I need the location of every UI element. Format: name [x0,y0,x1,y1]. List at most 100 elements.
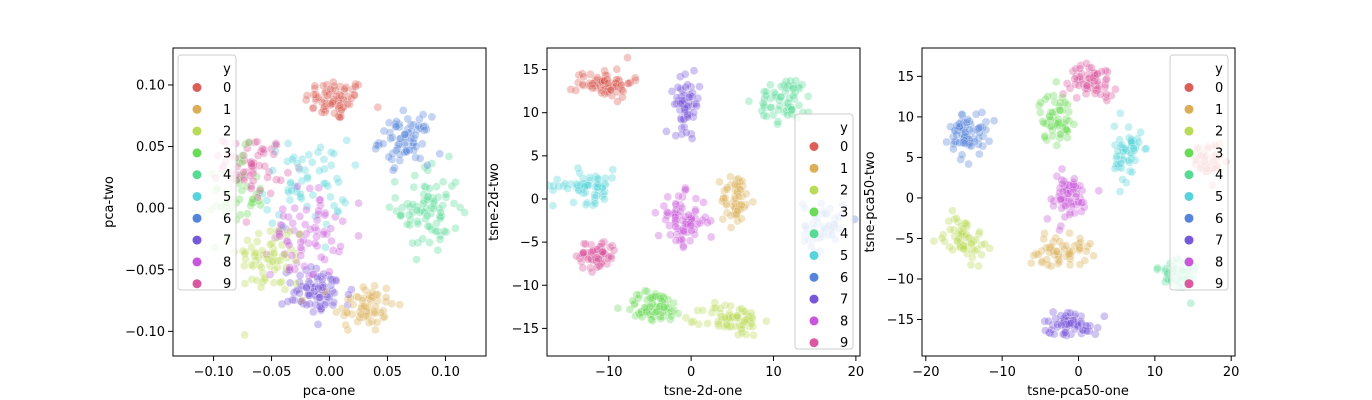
tsne-2d-point-class-2 [687,317,696,327]
tsne-2d-point-class-1 [718,214,728,224]
tsne-pca50-point-class-8 [1062,180,1071,189]
tsne-pca50-point-class-6 [979,132,988,141]
pca-point-class-6 [378,139,388,149]
tsne-2d-point-class-7 [678,96,687,105]
tsne-2d-point-class-3 [613,303,623,313]
pca-point-class-4 [435,235,445,244]
pca-point-class-9 [253,151,263,160]
tsne-pca50-legend-label: 2 [1215,125,1223,140]
pca-point-class-0 [318,81,328,90]
pca-point-class-6 [390,163,399,173]
tsne-pca50-point-class-1 [1055,257,1064,266]
tsne-2d-point-class-1 [726,172,735,181]
tsne-2d-point-class-7 [662,127,671,136]
tsne-2d-point-class-8 [706,232,716,242]
tsne-pca50-point-class-3 [1043,92,1052,101]
pca-point-class-4 [402,220,412,229]
pca-point-class-8 [290,265,299,274]
tsne-2d-point-class-8 [691,207,700,216]
tsne-2d-point-class-5 [608,165,618,174]
tsne-pca50-point-class-5 [1130,156,1140,165]
pca-point-class-5 [283,139,293,148]
pca-point-class-9 [248,169,258,178]
tsne-2d-point-class-8 [651,208,660,217]
pca-point-class-9 [239,175,249,185]
tsne-pca50-legend-label: 0 [1215,81,1223,96]
pca-point-class-9 [253,193,262,202]
pca-point-class-8 [334,247,344,256]
pca-point-class-2 [280,285,290,294]
tsne-pca50-point-class-1 [1080,256,1090,265]
tsne-pca50-point-class-6 [971,110,981,119]
tsne-2d-point-class-2 [710,298,720,307]
tsne-pca50-point-class-3 [1040,133,1049,142]
tsne-2d-legend-label: 9 [840,336,848,351]
pca-point-class-9 [244,138,253,147]
tsne-2d-point-class-2 [731,322,740,331]
tsne-2d-point-class-0 [623,79,633,88]
tsne-2d-point-class-2 [737,328,747,338]
tsne-2d-legend-label: 2 [840,184,848,199]
pca-point-class-6 [435,149,445,159]
pca-point-class-2 [240,330,249,340]
tsne-2d-point-class-2 [720,313,729,322]
pca-point-class-3 [237,186,247,195]
tsne-2d-point-class-8 [691,194,701,203]
pca-point-class-0 [311,90,321,99]
tsne-2d-point-class-4 [776,92,786,102]
pca-point-class-3 [236,210,245,220]
tsne-pca50-point-class-9 [1097,67,1106,76]
tsne-2d-x-tick-label: 20 [848,365,865,380]
tsne-2d-point-class-1 [736,185,745,195]
tsne-2d-point-class-8 [659,201,669,211]
tsne-2d-point-class-1 [737,214,746,224]
tsne-pca50-point-class-2 [977,250,986,260]
pca-point-class-7 [344,290,353,299]
tsne-pca50-x-tick-label: −20 [912,365,939,380]
pca-point-class-2 [247,275,257,284]
tsne-2d-point-class-0 [606,86,615,95]
tsne-pca50-point-class-7 [1040,317,1049,326]
pca-point-class-8 [296,243,306,252]
tsne-pca50-point-class-7 [1066,308,1075,318]
tsne-2d-x-tick-label: −10 [595,365,622,380]
pca-point-class-2 [280,250,289,259]
pca-point-class-4 [441,190,451,199]
pca-point-class-7 [331,276,341,286]
tsne-pca50-y-tick-label: −5 [895,232,914,247]
pca-point-class-0 [320,102,329,111]
tsne-2d-point-class-3 [667,311,676,321]
tsne-pca50-point-class-6 [954,119,964,128]
pca-point-class-4 [429,204,438,213]
tsne-pca50-point-class-9 [1102,89,1111,99]
tsne-2d-point-class-5 [571,179,581,189]
tsne-2d-point-class-4 [768,110,778,120]
tsne-pca50-point-class-5 [1117,140,1127,150]
tsne-pca50-point-class-9 [1070,74,1079,83]
tsne-pca50-point-class-2 [946,225,955,234]
tsne-pca50-point-class-6 [957,150,967,160]
tsne-pca50-point-class-6 [955,122,964,132]
tsne-2d-legend-label: 8 [840,314,848,329]
tsne-pca50-point-class-3 [1056,130,1065,139]
pca-legend-label: 6 [223,212,231,227]
tsne-pca50-point-class-1 [1039,234,1048,244]
pca-point-class-7 [326,274,336,284]
pca-point-class-4 [419,207,429,217]
pca-point-class-1 [359,302,369,311]
pca-point-class-8 [326,224,336,233]
tsne-2d-point-class-2 [707,308,717,317]
pca-point-class-5 [321,243,330,252]
pca-point-class-3 [244,138,254,147]
tsne-2d-point-class-5 [569,198,578,207]
tsne-2d-point-class-8 [681,185,690,194]
tsne-pca50-point-class-3 [1036,98,1045,107]
tsne-pca50-point-class-5 [1124,122,1133,132]
tsne-pca50-y-axis-label: tsne-pca50-two [863,151,878,252]
pca-point-class-8 [300,262,309,271]
tsne-pca50-point-class-6 [964,159,973,169]
pca-point-class-4 [438,201,448,210]
pca-point-class-6 [388,133,397,142]
tsne-pca50-point-class-7 [1081,326,1090,335]
